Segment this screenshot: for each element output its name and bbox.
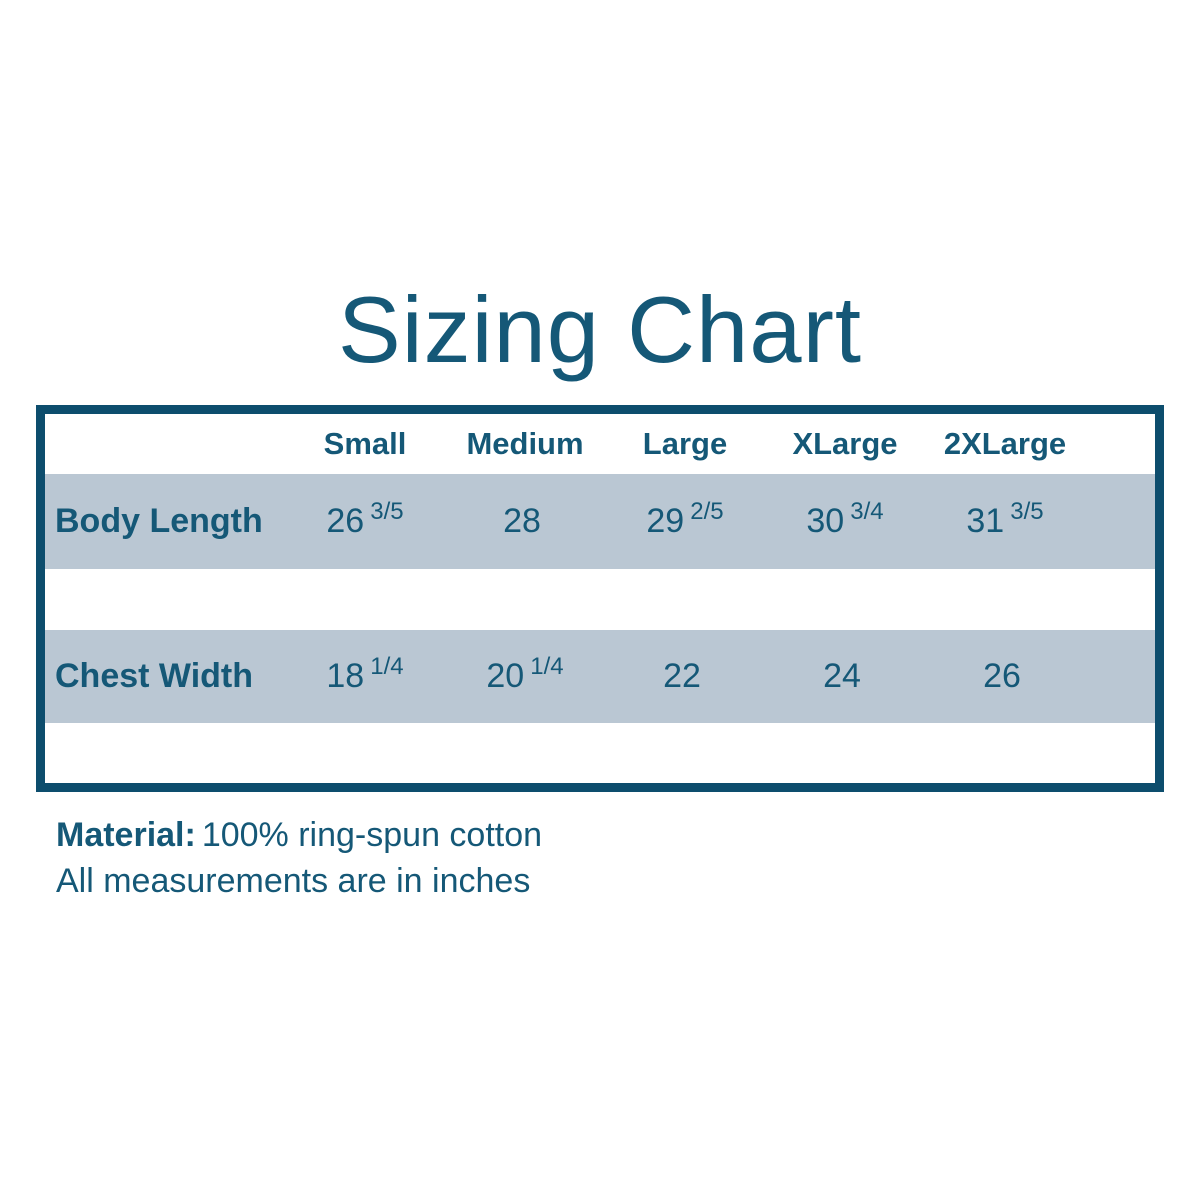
value-whole: 26 [983, 657, 1021, 695]
table-spacer-row [45, 569, 1155, 630]
column-header-large: Large [642, 426, 728, 461]
page-title: Sizing Chart [338, 277, 862, 382]
value-fraction: 1/4 [370, 653, 404, 680]
sizing-table: Small Medium Large XLarge 2XLarge Body L… [36, 405, 1164, 792]
value-whole: 24 [823, 657, 861, 695]
column-header-medium: Medium [466, 426, 584, 461]
table-row-body-length: Body Length 26 3/5 28 29 2/5 30 3/4 31 3/5 [45, 474, 1155, 569]
table-spacer-row-bottom [45, 723, 1155, 783]
row-label-body-length: Body Length [55, 502, 263, 540]
value-fraction: 3/4 [850, 498, 884, 525]
value-whole: 30 [806, 502, 845, 540]
footer-notes: Material: 100% ring-spun cotton All measu… [56, 812, 542, 904]
chest-width-large: 22 [605, 657, 765, 696]
chest-width-2xlarge: 26 [925, 657, 1085, 696]
column-header-2xlarge: 2XLarge [943, 426, 1067, 461]
measurements-note: All measurements are in inches [56, 862, 531, 900]
value-whole: 29 [646, 502, 685, 540]
value-fraction: 3/5 [1010, 498, 1044, 525]
value-fraction: 2/5 [690, 498, 724, 525]
body-length-xlarge: 30 3/4 [765, 498, 925, 541]
value-whole: 20 [486, 657, 525, 695]
body-length-large: 29 2/5 [605, 498, 765, 541]
value-fraction: 3/5 [370, 498, 404, 525]
material-line: Material: 100% ring-spun cotton [56, 812, 542, 858]
value-whole: 28 [503, 502, 541, 540]
column-header-small: Small [323, 426, 407, 461]
value-fraction: 1/4 [530, 653, 564, 680]
body-length-2xlarge: 31 3/5 [925, 498, 1085, 541]
value-whole: 22 [663, 657, 701, 695]
material-label: Material: [56, 816, 196, 854]
value-whole: 26 [326, 502, 365, 540]
chest-width-xlarge: 24 [765, 657, 925, 696]
row-label-chest-width: Chest Width [55, 657, 254, 695]
material-value: 100% ring-spun cotton [201, 816, 543, 854]
chest-width-small: 18 1/4 [285, 653, 445, 696]
value-whole: 31 [966, 502, 1005, 540]
value-whole: 18 [326, 657, 365, 695]
body-length-small: 26 3/5 [285, 498, 445, 541]
table-row-chest-width: Chest Width 18 1/4 20 1/4 22 24 26 [45, 630, 1155, 723]
chest-width-medium: 20 1/4 [445, 653, 605, 696]
table-header-row: Small Medium Large XLarge 2XLarge [45, 414, 1155, 474]
column-header-xlarge: XLarge [792, 426, 898, 461]
body-length-medium: 28 [445, 502, 605, 541]
